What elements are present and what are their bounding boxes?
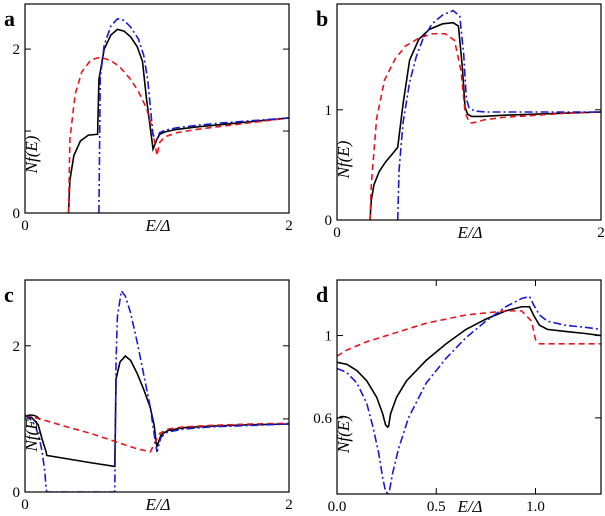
panel-c: 0 2 0 2 c E/Δ Nf(E) bbox=[4, 279, 293, 514]
y-tick-label-b: 1 bbox=[325, 103, 333, 119]
series-solid-c bbox=[25, 354, 289, 468]
x-tick-label-d: 0.0 bbox=[328, 499, 347, 515]
x-tick-label-b: 2 bbox=[597, 225, 605, 241]
series-solid-d bbox=[337, 305, 601, 429]
panel-b: 0 2 0 1 b E/Δ Nf(E) bbox=[316, 3, 605, 242]
x-tick-label-a: 0 bbox=[21, 218, 29, 234]
plot-frame-c bbox=[24, 279, 290, 493]
series-dashdot-d bbox=[337, 295, 601, 494]
x-tick-label-b: 0 bbox=[333, 225, 341, 241]
y-axis-label-d: Nf(E) bbox=[334, 415, 353, 454]
series-dashdot-b bbox=[396, 9, 601, 220]
x-axis-label-d: E/Δ bbox=[456, 497, 482, 516]
x-tick-label-d: 0.5 bbox=[427, 499, 446, 515]
panel-letter-d: d bbox=[316, 282, 328, 307]
panel-d: 0.0 0.5 1.0 0.6 1 d E/Δ Nf(E) bbox=[313, 279, 602, 516]
panel-letter-a: a bbox=[4, 6, 15, 31]
y-tick-label-b: 0 bbox=[325, 213, 333, 229]
series-dashdot-a bbox=[98, 17, 289, 213]
x-tick-label-d: 1.0 bbox=[526, 499, 545, 515]
x-tick-label-a: 2 bbox=[285, 218, 293, 234]
panel-letter-b: b bbox=[316, 6, 328, 31]
y-tick-label-c: 0 bbox=[13, 485, 21, 501]
plot-frame-b bbox=[336, 3, 602, 221]
x-axis-label-a: E/Δ bbox=[144, 216, 170, 235]
panel-letter-c: c bbox=[4, 282, 14, 307]
plot-frame-d bbox=[336, 279, 602, 495]
series-dashed-d bbox=[337, 310, 601, 357]
series-dashed-b bbox=[369, 32, 601, 220]
x-tick-label-c: 2 bbox=[285, 497, 293, 513]
series-solid-b bbox=[369, 21, 601, 220]
y-axis-label-b: Nf(E) bbox=[334, 140, 353, 179]
x-tick-label-c: 0 bbox=[21, 497, 29, 513]
series-dashed-a bbox=[67, 56, 289, 213]
y-tick-label-a: 2 bbox=[13, 42, 21, 58]
y-tick-label-d: 0.6 bbox=[313, 411, 332, 427]
x-axis-label-c: E/Δ bbox=[144, 495, 170, 514]
series-dashdot-c bbox=[25, 289, 289, 492]
series-dashed-c bbox=[25, 414, 289, 453]
panel-a: 0 2 0 2 a E/Δ Nf(E) bbox=[4, 3, 293, 235]
y-axis-label-c: Nf(E) bbox=[22, 413, 41, 452]
y-tick-label-a: 0 bbox=[13, 206, 21, 222]
series-solid-a bbox=[67, 28, 289, 213]
plot-frame-a bbox=[24, 3, 290, 214]
y-tick-label-d: 1 bbox=[325, 329, 333, 345]
y-axis-label-a: Nf(E) bbox=[22, 135, 41, 174]
x-axis-label-b: E/Δ bbox=[456, 223, 482, 242]
y-tick-label-c: 2 bbox=[13, 339, 21, 355]
